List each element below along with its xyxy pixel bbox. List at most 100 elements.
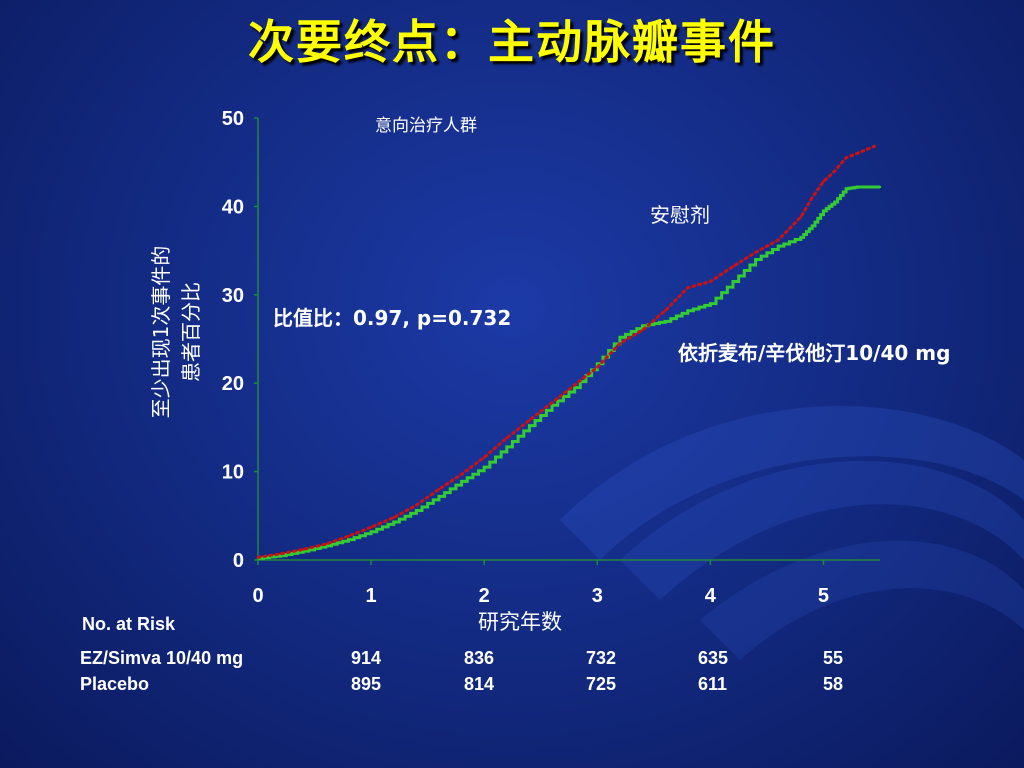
placebo-point bbox=[618, 342, 622, 345]
ezsimva-point bbox=[347, 538, 350, 541]
y-axis-label-line1: 至少出现1次事件的 bbox=[149, 245, 173, 419]
placebo-point bbox=[856, 152, 859, 155]
placebo-point bbox=[709, 280, 712, 283]
placebo-point bbox=[810, 196, 814, 199]
placebo-point bbox=[369, 526, 373, 529]
placebo-point bbox=[279, 552, 282, 556]
y-axis-label: 至少出现1次事件的 患者百分比 bbox=[146, 172, 210, 492]
hazard-ratio-annotation: 比值比：0.97, p=0.732 bbox=[273, 306, 512, 330]
placebo-point bbox=[347, 534, 350, 538]
placebo-point bbox=[256, 556, 260, 559]
ezsimva-point bbox=[878, 185, 882, 189]
ezsimva-point bbox=[709, 302, 712, 305]
placebo-point bbox=[482, 456, 486, 459]
risk-value: 635 bbox=[698, 648, 729, 668]
ezsimva-point bbox=[528, 424, 531, 427]
ezsimva-point bbox=[731, 280, 735, 283]
placebo-point bbox=[663, 309, 667, 312]
y-tick-label: 30 bbox=[222, 285, 244, 307]
x-tick-label: 3 bbox=[592, 585, 603, 607]
placebo-point bbox=[833, 169, 836, 173]
risk-value: 914 bbox=[351, 648, 382, 668]
chart-ticks: 0 10 20 30 40 50 0 1 2 3 4 5 bbox=[222, 108, 829, 607]
risk-table: EZ/Simva 10/40 mg 914 836 732 635 55 Pla… bbox=[80, 648, 900, 700]
ezsimva-point bbox=[641, 324, 644, 327]
ezsimva-point bbox=[573, 386, 576, 389]
ezsimva-point bbox=[369, 530, 373, 533]
placebo-point bbox=[731, 265, 735, 268]
risk-row-placebo: Placebo 895 814 725 611 58 bbox=[80, 674, 900, 700]
ezsimva-point bbox=[460, 480, 463, 483]
ezsimva-point bbox=[777, 244, 780, 248]
ezsimva-point bbox=[844, 187, 848, 190]
placebo-point bbox=[415, 503, 418, 507]
population-label: 意向治疗人群 bbox=[375, 116, 477, 136]
x-tick-label: 0 bbox=[252, 585, 263, 607]
y-tick-label: 20 bbox=[222, 373, 244, 395]
risk-value: 814 bbox=[464, 674, 495, 694]
risk-row-label: EZ/Simva 10/40 mg bbox=[80, 648, 244, 668]
ezsimva-point bbox=[799, 236, 803, 239]
ezsimva-point bbox=[822, 209, 825, 213]
placebo-series-label: 安慰剂 bbox=[650, 203, 710, 227]
y-tick-label: 40 bbox=[222, 196, 244, 218]
ezsimva-point bbox=[437, 495, 441, 498]
x-tick-label: 2 bbox=[479, 585, 490, 607]
placebo-point bbox=[573, 383, 576, 387]
x-axis-label: 研究年数 bbox=[478, 610, 562, 634]
placebo-point bbox=[777, 238, 780, 242]
ezsimva-point bbox=[686, 309, 689, 312]
placebo-point bbox=[641, 328, 644, 332]
placebo-point bbox=[437, 488, 441, 491]
risk-value: 836 bbox=[464, 648, 495, 668]
ezsimva-point bbox=[392, 520, 395, 524]
risk-row-label: Placebo bbox=[80, 674, 150, 694]
placebo-point bbox=[528, 419, 531, 422]
y-tick-label: 50 bbox=[222, 108, 244, 130]
ezsimva-point bbox=[856, 185, 859, 189]
y-tick-label: 10 bbox=[222, 462, 244, 484]
ezsimva-series-label: 依折麦布/辛伐他汀10/40 mg bbox=[678, 341, 951, 365]
x-tick-label: 1 bbox=[366, 585, 377, 607]
slide-title: 次要终点：主动脉瓣事件 bbox=[248, 15, 776, 69]
placebo-point bbox=[550, 401, 554, 404]
ezsimva-point bbox=[415, 509, 418, 512]
risk-value: 611 bbox=[698, 674, 728, 694]
risk-value: 58 bbox=[823, 674, 844, 694]
risk-table-heading: No. at Risk bbox=[82, 614, 176, 634]
ezsimva-point bbox=[833, 200, 836, 204]
risk-value: 55 bbox=[823, 648, 844, 668]
placebo-point bbox=[754, 251, 757, 254]
risk-value: 895 bbox=[351, 674, 382, 694]
risk-value: 732 bbox=[586, 648, 617, 668]
placebo-point bbox=[505, 436, 508, 440]
series-ezsimva-line bbox=[258, 185, 880, 560]
ezsimva-point bbox=[482, 465, 486, 469]
placebo-point bbox=[686, 286, 689, 289]
x-tick-label: 4 bbox=[705, 585, 717, 607]
ezsimva-point bbox=[505, 445, 508, 449]
placebo-point bbox=[392, 516, 395, 519]
ezsimva-point bbox=[618, 336, 622, 339]
chart-axes bbox=[257, 118, 880, 561]
placebo-point bbox=[873, 145, 876, 148]
risk-value: 725 bbox=[586, 674, 617, 694]
placebo-point bbox=[302, 548, 305, 551]
placebo-point bbox=[844, 156, 848, 159]
placebo-point bbox=[460, 473, 463, 476]
ezsimva-point bbox=[663, 320, 667, 323]
placebo-point bbox=[799, 215, 803, 219]
chart-series bbox=[256, 144, 882, 560]
ezsimva-point bbox=[596, 362, 599, 365]
risk-row-ezsimva: EZ/Simva 10/40 mg 914 836 732 635 55 bbox=[80, 648, 900, 674]
x-tick-label: 5 bbox=[818, 585, 829, 607]
ezsimva-point bbox=[302, 549, 305, 553]
placebo-point bbox=[822, 180, 825, 183]
ezsimva-point bbox=[754, 258, 757, 261]
placebo-point bbox=[596, 366, 599, 369]
y-axis-label-line2: 患者百分比 bbox=[179, 282, 203, 382]
y-tick-label: 0 bbox=[233, 550, 244, 572]
placebo-point bbox=[324, 542, 328, 546]
